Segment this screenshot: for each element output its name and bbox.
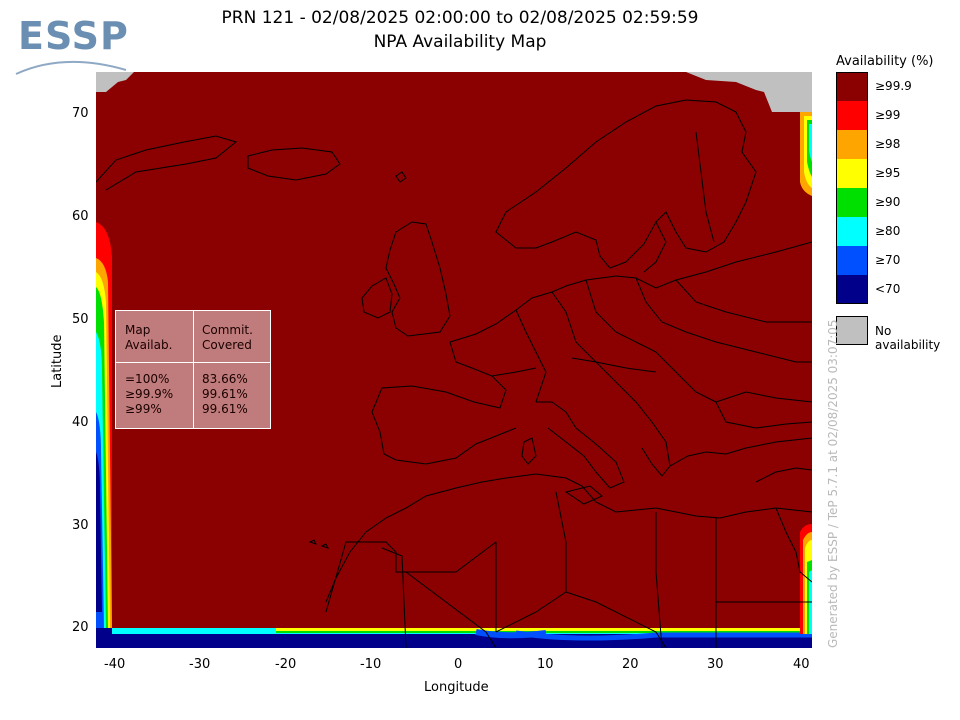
stats-row-map: ≥99.9% xyxy=(125,387,174,401)
generated-watermark: Generated by ESSP / TeP 5.7.1 at 02/08/2… xyxy=(826,319,840,648)
east-edge-gradient-south xyxy=(800,524,812,634)
legend-label-no-availability: No availability xyxy=(875,324,941,352)
stats-row-map: =100% xyxy=(125,372,170,386)
east-edge-gradient-north xyxy=(800,112,812,196)
legend-swatch-no-availability xyxy=(836,316,868,345)
legend-label: ≥80 xyxy=(875,224,901,238)
stats-row-map: ≥99% xyxy=(125,402,162,416)
legend-swatch xyxy=(836,101,868,130)
no-data-corner-top-left xyxy=(96,72,134,92)
y-tick: 70 xyxy=(72,106,89,121)
x-tick: 20 xyxy=(622,657,639,672)
x-tick: 40 xyxy=(793,657,810,672)
legend-label: <70 xyxy=(875,282,901,296)
legend-label: ≥99.9 xyxy=(875,79,912,93)
legend-swatch xyxy=(836,246,868,275)
legend-swatch xyxy=(836,159,868,188)
y-tick: 50 xyxy=(72,312,89,327)
y-tick: 60 xyxy=(72,209,89,224)
coverage-stats-box: Map Availab. Commit. Covered =100% ≥99.9… xyxy=(115,310,271,429)
stats-map-values: =100% ≥99.9% ≥99% xyxy=(125,372,173,417)
stats-row-covered: 83.66% xyxy=(202,372,248,386)
west-edge-gradient xyxy=(96,222,112,648)
y-tick: 20 xyxy=(72,620,89,635)
y-axis-title: Latitude xyxy=(50,334,65,388)
stats-col2-header: Commit. Covered xyxy=(202,323,253,352)
x-tick: -30 xyxy=(189,657,211,672)
essp-logo: ESSP xyxy=(14,12,134,82)
stats-row-covered: 99.61% xyxy=(202,387,248,401)
x-axis-title: Longitude xyxy=(424,680,489,695)
stats-covered-values: 83.66% 99.61% 99.61% xyxy=(202,372,248,417)
x-tick: -40 xyxy=(104,657,126,672)
no-data-corner-top-right xyxy=(686,72,812,112)
x-tick: 10 xyxy=(537,657,554,672)
y-tick: 40 xyxy=(72,415,89,430)
legend-label: ≥90 xyxy=(875,195,901,209)
legend-label: ≥99 xyxy=(875,108,901,122)
legend-label: ≥98 xyxy=(875,137,901,151)
legend-label: ≥70 xyxy=(875,253,901,267)
map-subtitle: NPA Availability Map xyxy=(373,32,547,52)
y-tick: 30 xyxy=(72,518,89,533)
legend-swatch xyxy=(836,72,868,101)
legend-swatch xyxy=(836,130,868,159)
stats-col1-header: Map Availab. xyxy=(125,323,173,352)
legend-swatch xyxy=(836,275,868,304)
stats-row-covered: 99.61% xyxy=(202,402,248,416)
map-title: PRN 121 - 02/08/2025 02:00:00 to 02/08/2… xyxy=(221,8,699,28)
logo-text: ESSP xyxy=(18,14,129,58)
stats-divider xyxy=(193,311,194,428)
x-tick: -20 xyxy=(275,657,297,672)
x-tick: 30 xyxy=(707,657,724,672)
south-edge-gradient xyxy=(96,628,812,648)
x-tick: 0 xyxy=(454,657,463,672)
legend-title: Availability (%) xyxy=(836,54,934,69)
logo-swoosh-icon xyxy=(15,60,127,75)
legend-swatch xyxy=(836,188,868,217)
x-tick: -10 xyxy=(360,657,382,672)
coastlines xyxy=(96,99,812,648)
legend-label: ≥95 xyxy=(875,166,901,180)
legend-swatch xyxy=(836,217,868,246)
